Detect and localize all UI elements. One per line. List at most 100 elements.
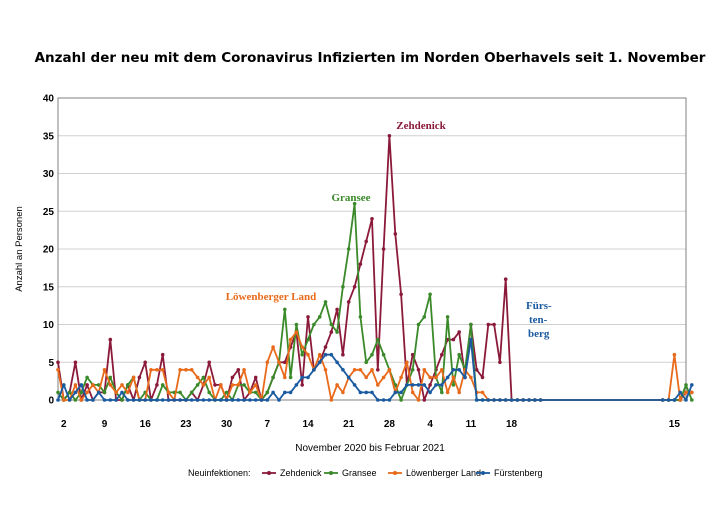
data-point bbox=[120, 383, 124, 387]
data-point bbox=[346, 247, 351, 251]
data-point bbox=[288, 375, 293, 380]
y-tick-label: 10 bbox=[43, 320, 55, 331]
data-point bbox=[422, 368, 427, 372]
data-point bbox=[509, 398, 514, 402]
data-point bbox=[73, 398, 78, 402]
data-point bbox=[480, 398, 485, 402]
data-point bbox=[67, 398, 72, 402]
annotation-fuerstenberg-line3: berg bbox=[528, 328, 550, 340]
data-point bbox=[317, 352, 322, 357]
data-point bbox=[428, 390, 432, 395]
data-point bbox=[155, 398, 159, 402]
data-point bbox=[195, 383, 200, 387]
x-tick-label: 21 bbox=[343, 419, 355, 430]
y-tick-label: 25 bbox=[43, 207, 55, 218]
data-point bbox=[457, 368, 462, 372]
data-point bbox=[300, 345, 305, 349]
x-tick-label: 15 bbox=[669, 419, 681, 430]
data-point bbox=[498, 398, 502, 402]
data-point bbox=[62, 383, 66, 387]
data-point bbox=[393, 232, 398, 236]
data-point bbox=[422, 383, 427, 387]
annotation-gransee: Gransee bbox=[331, 192, 370, 204]
data-point bbox=[102, 398, 107, 402]
x-tick-label: 9 bbox=[102, 419, 108, 430]
data-point bbox=[126, 390, 130, 395]
data-point bbox=[317, 360, 322, 365]
data-point bbox=[271, 345, 275, 349]
data-point bbox=[126, 383, 130, 387]
data-point bbox=[271, 375, 275, 380]
annotation-loewenberger-land: Löwenberger Land bbox=[226, 291, 317, 303]
annotations: Zehdenick Gransee Löwenberger Land Fürs-… bbox=[226, 120, 552, 340]
data-point bbox=[335, 307, 339, 312]
data-point bbox=[79, 383, 84, 387]
data-point bbox=[405, 383, 409, 387]
data-point bbox=[224, 390, 229, 395]
y-axis: 0 5 10 15 20 25 30 35 40 bbox=[43, 94, 55, 407]
data-point bbox=[364, 375, 369, 380]
data-point bbox=[346, 375, 351, 380]
data-point bbox=[329, 398, 334, 402]
data-point bbox=[294, 330, 299, 334]
data-point bbox=[236, 383, 241, 387]
data-point bbox=[149, 368, 153, 372]
data-point bbox=[480, 390, 485, 395]
data-point bbox=[283, 390, 287, 395]
data-point bbox=[160, 352, 165, 357]
legend-marker bbox=[329, 471, 333, 475]
data-point bbox=[399, 375, 403, 380]
data-point bbox=[288, 390, 293, 395]
data-point bbox=[277, 398, 281, 402]
data-point bbox=[492, 398, 496, 402]
data-point bbox=[108, 383, 113, 387]
data-point bbox=[294, 322, 299, 327]
x-axis-label: November 2020 bis Februar 2021 bbox=[295, 443, 445, 454]
data-point bbox=[207, 398, 211, 402]
data-point bbox=[108, 337, 113, 342]
data-point bbox=[323, 368, 328, 372]
data-point bbox=[434, 375, 438, 380]
data-point bbox=[399, 292, 403, 297]
x-tick-label: 28 bbox=[384, 419, 396, 430]
data-point bbox=[463, 375, 467, 380]
data-point bbox=[387, 368, 392, 372]
data-point bbox=[486, 398, 491, 402]
legend-label: Gransee bbox=[342, 468, 377, 478]
data-point bbox=[498, 360, 502, 365]
data-point bbox=[364, 360, 369, 365]
data-point bbox=[469, 322, 473, 327]
data-point bbox=[242, 398, 246, 402]
data-point bbox=[416, 322, 421, 327]
data-point bbox=[440, 352, 444, 357]
data-point bbox=[242, 368, 246, 372]
data-point bbox=[678, 398, 682, 402]
data-point bbox=[445, 390, 450, 395]
data-point bbox=[445, 315, 450, 319]
data-point bbox=[184, 368, 188, 372]
x-tick-label: 18 bbox=[506, 419, 518, 430]
data-point bbox=[381, 352, 386, 357]
data-point bbox=[73, 383, 78, 387]
data-point bbox=[323, 345, 328, 349]
annotation-fuerstenberg-line2: ten- bbox=[529, 314, 548, 326]
y-tick-label: 0 bbox=[48, 396, 54, 407]
data-point bbox=[323, 300, 328, 304]
data-point bbox=[91, 383, 95, 387]
data-point bbox=[387, 398, 392, 402]
data-point bbox=[457, 330, 462, 334]
data-point bbox=[346, 300, 351, 304]
data-point bbox=[300, 352, 305, 357]
data-point bbox=[248, 398, 252, 402]
legend-title: Neuinfektionen: bbox=[188, 468, 251, 478]
data-point bbox=[259, 398, 264, 402]
data-point bbox=[131, 375, 136, 380]
data-point bbox=[451, 368, 456, 372]
annotation-zehdenick: Zehdenick bbox=[396, 120, 446, 132]
data-point bbox=[335, 330, 339, 334]
data-point bbox=[457, 390, 462, 395]
data-point bbox=[62, 398, 66, 402]
data-point bbox=[178, 368, 182, 372]
data-point bbox=[236, 398, 241, 402]
data-point bbox=[469, 337, 473, 342]
